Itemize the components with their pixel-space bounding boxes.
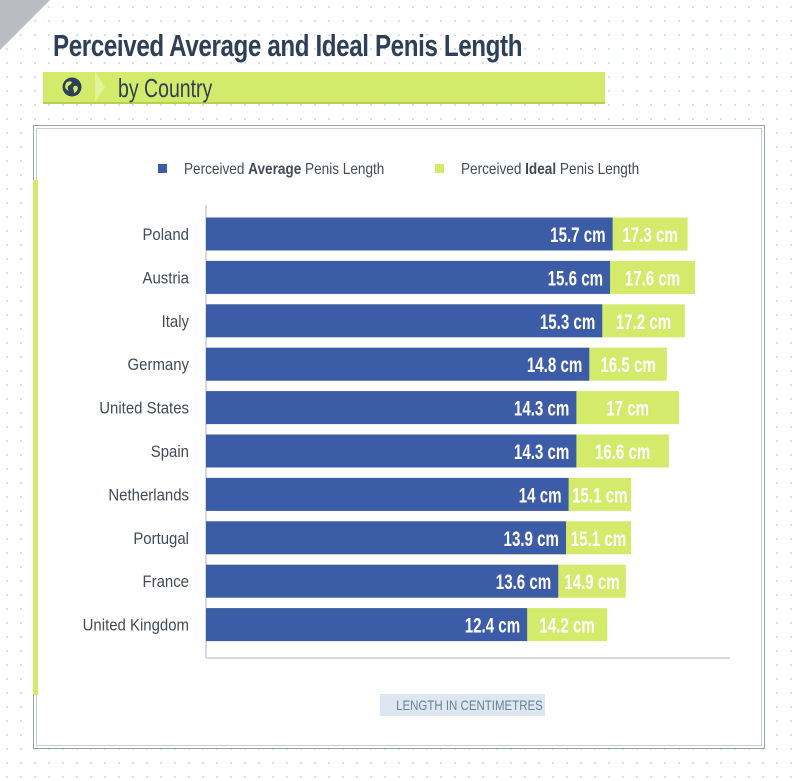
bar-average: [206, 608, 528, 642]
bar-average: [206, 521, 567, 555]
bar-average: [206, 304, 603, 338]
category-label: United States: [99, 400, 189, 418]
legend-text-part: Penis Length: [301, 161, 384, 178]
accent-strip: [33, 180, 38, 695]
data-label-average: 13.6 cm: [496, 570, 551, 594]
category-label: France: [142, 573, 189, 591]
corner-decoration: [0, 0, 50, 50]
data-label-average: 15.3 cm: [540, 309, 595, 333]
category-label: Italy: [162, 313, 189, 331]
category-label: Portugal: [133, 530, 189, 548]
bar-average: [206, 564, 559, 598]
data-label-ideal: 15.1 cm: [571, 526, 626, 550]
data-label-ideal: 16.6 cm: [595, 439, 650, 463]
bar-average: [206, 217, 613, 251]
chart-title: Perceived Average and Ideal Penis Length: [53, 28, 523, 63]
bar-average: [206, 260, 611, 294]
globe-icon: [62, 77, 82, 97]
category-label: Netherlands: [108, 487, 189, 505]
category-label: Spain: [151, 443, 189, 461]
data-label-average: 14.8 cm: [527, 353, 582, 377]
data-label-ideal: 16.5 cm: [600, 353, 655, 377]
category-label: United Kingdom: [83, 617, 189, 635]
data-label-average: 13.9 cm: [504, 526, 559, 550]
data-label-ideal: 15.1 cm: [572, 483, 627, 507]
data-label-ideal: 14.9 cm: [564, 570, 619, 594]
chart-subtitle: by Country: [118, 73, 213, 103]
bar-average: [206, 434, 577, 468]
legend-text-part: Perceived: [461, 161, 525, 178]
data-label-average: 14 cm: [519, 483, 562, 507]
data-label-average: 15.6 cm: [548, 266, 603, 290]
legend-label-average: Perceived Average Penis Length: [184, 161, 384, 178]
data-label-ideal: 17.3 cm: [622, 222, 677, 246]
data-label-ideal: 17.2 cm: [616, 309, 671, 333]
data-label-ideal: 14.2 cm: [539, 613, 594, 637]
legend-text-part: Perceived: [184, 161, 248, 178]
data-label-average: 14.3 cm: [514, 396, 569, 420]
banner-chevron: [95, 72, 105, 102]
data-label-ideal: 17 cm: [606, 396, 649, 420]
category-label: Austria: [142, 270, 189, 288]
bar-average: [206, 347, 590, 381]
legend-text-part: Ideal: [525, 161, 556, 178]
legend-label-ideal: Perceived Ideal Penis Length: [461, 161, 639, 178]
data-label-average: 14.3 cm: [514, 439, 569, 463]
data-label-ideal: 17.6 cm: [625, 266, 680, 290]
subtitle-banner: by Country: [43, 72, 605, 104]
legend-text-part: Penis Length: [556, 161, 639, 178]
legend-text-part: Average: [248, 161, 301, 178]
legend-swatch-average: [158, 164, 167, 173]
category-label: Germany: [128, 356, 189, 374]
x-axis-label: LENGTH IN CENTIMETRES: [380, 694, 545, 716]
legend-swatch-ideal: [435, 164, 444, 173]
bar-average: [206, 477, 569, 511]
data-label-average: 12.4 cm: [465, 613, 520, 637]
data-label-average: 15.7 cm: [550, 222, 605, 246]
category-label: Poland: [142, 226, 189, 244]
bar-average: [206, 391, 577, 425]
